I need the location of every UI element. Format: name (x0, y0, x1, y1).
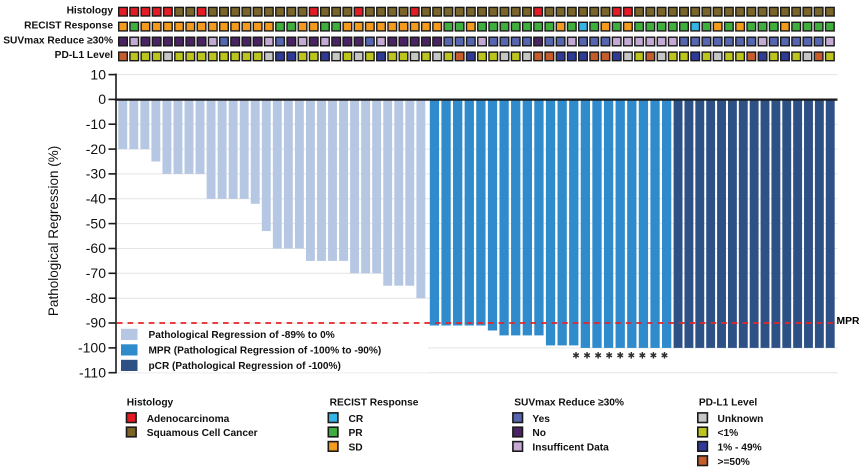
svg-text:CR: CR (349, 414, 364, 425)
svg-text:RECIST Response: RECIST Response (330, 398, 419, 409)
svg-text:-50: -50 (86, 215, 106, 231)
svg-text:Insufficent Data: Insufficent Data (532, 443, 609, 454)
svg-text:-80: -80 (86, 290, 106, 306)
svg-text:-70: -70 (86, 265, 106, 281)
svg-text:PD-L1 Level: PD-L1 Level (699, 398, 757, 409)
svg-text:SD: SD (349, 443, 363, 454)
svg-text:Histology: Histology (67, 6, 114, 17)
svg-text:PR: PR (349, 428, 364, 439)
svg-text:>=50%: >=50% (718, 457, 750, 468)
svg-text:-90: -90 (86, 315, 106, 331)
svg-text:Histology: Histology (127, 398, 174, 409)
svg-text:-100: -100 (78, 340, 106, 356)
svg-text:pCR (Pathological Regression o: pCR (Pathological Regression of -100%) (149, 361, 341, 372)
svg-text:-10: -10 (86, 116, 106, 132)
svg-text:SUVmax Reduce ≥30%: SUVmax Reduce ≥30% (514, 398, 624, 409)
svg-text:PD-L1 Level: PD-L1 Level (55, 50, 113, 61)
svg-text:No: No (532, 428, 546, 439)
svg-text:RECIST Response: RECIST Response (24, 20, 113, 31)
svg-text:SUVmax Reduce ≥30%: SUVmax Reduce ≥30% (3, 35, 113, 46)
svg-text:Squamous Cell Cancer: Squamous Cell Cancer (147, 428, 258, 439)
svg-text:-20: -20 (86, 141, 106, 157)
svg-text:Pathological Regression of -89: Pathological Regression of -89% to 0% (149, 330, 335, 341)
svg-text:10: 10 (90, 66, 106, 82)
svg-text:<1%: <1% (718, 428, 739, 439)
svg-text:Adenocarcinoma: Adenocarcinoma (147, 414, 230, 425)
svg-text:Pathological Regression (%): Pathological Regression (%) (46, 146, 61, 316)
svg-text:Unknown: Unknown (718, 414, 764, 425)
svg-text:Yes: Yes (532, 414, 550, 425)
svg-text:-110: -110 (79, 364, 106, 380)
svg-text:MPR: MPR (837, 316, 860, 327)
svg-text:-30: -30 (86, 166, 106, 182)
svg-text:-40: -40 (86, 191, 106, 207)
svg-text:-60: -60 (86, 240, 106, 256)
svg-text:0: 0 (98, 91, 106, 107)
svg-text:MPR (Pathological Regression o: MPR (Pathological Regression of -100% to… (149, 345, 382, 356)
svg-text:1% - 49%: 1% - 49% (718, 443, 762, 454)
